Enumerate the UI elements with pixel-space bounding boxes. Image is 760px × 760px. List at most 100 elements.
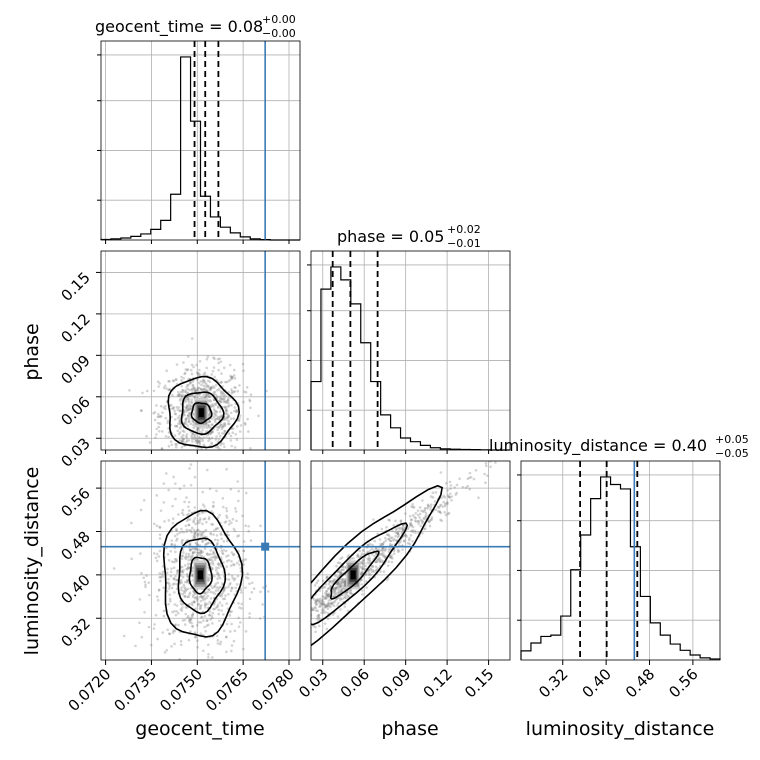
sample-point: [188, 548, 192, 552]
sample-point: [314, 625, 317, 629]
sample-point: [313, 606, 316, 609]
sample-point: [140, 635, 144, 639]
sample-point: [188, 406, 191, 410]
sample-point: [207, 516, 211, 519]
sample-point: [326, 612, 330, 615]
sample-point: [202, 619, 205, 622]
sample-point: [403, 534, 407, 537]
sample-point: [193, 600, 196, 604]
sample-point: [191, 660, 194, 663]
sample-point: [422, 517, 426, 521]
sample-point: [468, 487, 472, 491]
sample-point: [385, 578, 389, 582]
sample-point: [184, 580, 187, 584]
sample-point: [198, 595, 202, 599]
sample-point: [237, 419, 241, 422]
sample-point: [305, 623, 308, 626]
sample-point: [401, 528, 405, 532]
sample-point: [176, 408, 180, 412]
sample-point: [414, 516, 418, 520]
sample-point: [381, 560, 385, 563]
sample-point: [215, 555, 218, 559]
sample-point: [177, 393, 180, 396]
sample-point: [166, 628, 169, 632]
sample-point: [323, 586, 327, 589]
sample-point: [397, 549, 401, 553]
sample-point: [257, 414, 260, 418]
sample-point: [397, 530, 400, 533]
sample-point: [194, 663, 197, 666]
sample-point: [401, 525, 405, 529]
sample-point: [189, 618, 193, 622]
sample-point: [215, 410, 218, 414]
sample-point: [222, 613, 225, 616]
sample-point: [324, 604, 327, 608]
sample-point: [230, 586, 234, 590]
sample-point: [209, 431, 213, 435]
sample-point: [361, 559, 365, 563]
sample-point: [202, 671, 205, 674]
sample-point: [175, 537, 179, 541]
sample-point: [176, 571, 179, 575]
sample-point: [192, 534, 195, 538]
sample-point: [178, 393, 181, 396]
sample-point: [210, 386, 213, 390]
sample-point: [249, 539, 253, 542]
sample-point: [174, 442, 177, 446]
sample-point: [199, 551, 203, 554]
sample-point: [426, 503, 430, 507]
sample-point: [160, 662, 163, 665]
sample-point: [158, 537, 162, 540]
sample-point: [192, 519, 196, 522]
sample-point: [222, 629, 226, 633]
sample-point: [170, 456, 173, 459]
sample-point: [174, 613, 178, 617]
sample-point: [190, 437, 194, 441]
sample-point: [326, 617, 330, 621]
sample-point: [180, 446, 184, 449]
sample-point: [335, 575, 338, 578]
xtick-label-geocent_time-0: 0.0720: [65, 665, 115, 715]
sample-point: [206, 433, 209, 437]
sample-point: [198, 604, 202, 608]
sample-point: [169, 570, 173, 574]
sample-point: [167, 380, 170, 383]
sample-point: [210, 614, 213, 618]
sample-point: [442, 500, 446, 504]
sample-point: [204, 592, 208, 595]
sample-point: [145, 389, 149, 393]
sample-point: [191, 380, 195, 383]
sample-point: [223, 429, 226, 433]
sample-point: [228, 363, 232, 367]
sample-point: [193, 395, 196, 399]
sample-point: [189, 558, 193, 561]
sample-point: [231, 375, 234, 379]
sample-point: [178, 531, 181, 535]
xtick-label-geocent_time-1: 0.0735: [110, 665, 160, 715]
sample-point: [232, 553, 235, 557]
sample-point: [178, 487, 182, 491]
sample-point: [163, 384, 167, 388]
sample-point: [339, 571, 342, 574]
sample-point: [235, 410, 238, 414]
sample-point: [325, 604, 329, 608]
sample-point: [214, 527, 218, 531]
sample-point: [216, 428, 219, 432]
sample-point: [229, 564, 233, 567]
sample-point: [327, 586, 330, 590]
sample-point: [208, 426, 211, 429]
sample-point: [409, 523, 412, 526]
sample-point: [341, 597, 344, 601]
sample-point: [230, 551, 234, 554]
sample-point: [384, 539, 388, 542]
sample-point: [182, 376, 185, 380]
sample-point: [367, 569, 371, 572]
sample-point: [201, 532, 205, 535]
sample-point: [224, 451, 227, 454]
sample-point: [392, 549, 396, 553]
sample-point: [193, 396, 197, 399]
histogram-phase: [310, 266, 510, 451]
sample-point: [193, 631, 197, 634]
sample-point: [196, 551, 200, 554]
sample-point: [186, 518, 190, 521]
